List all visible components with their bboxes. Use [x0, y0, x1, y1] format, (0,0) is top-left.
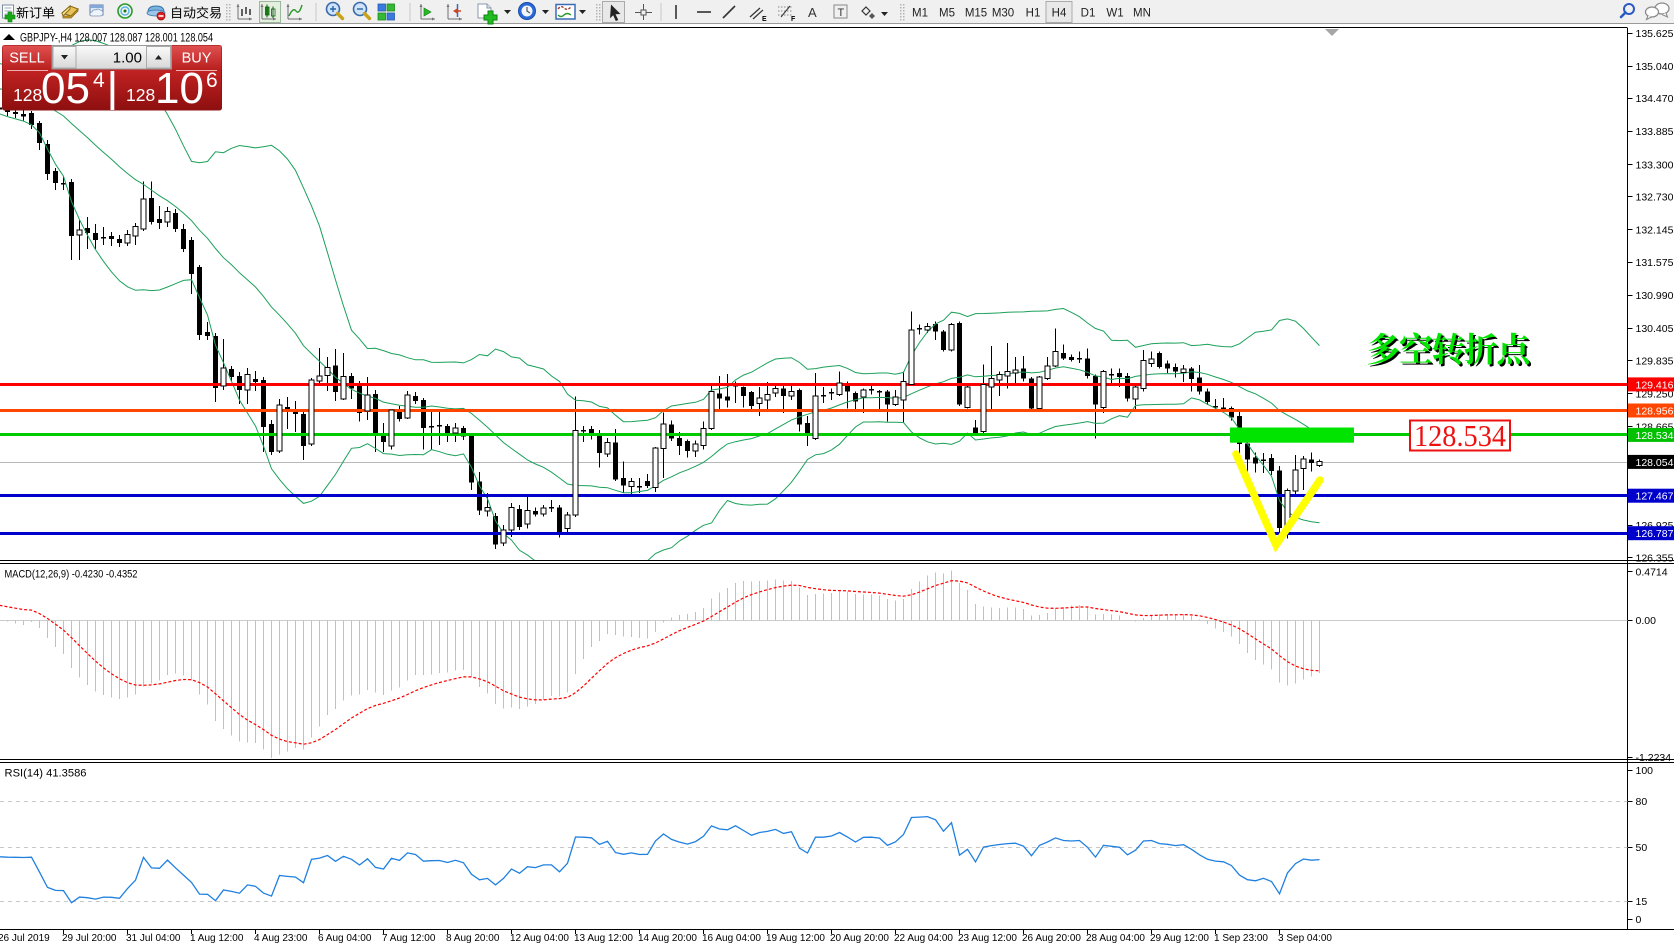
svg-text:1 Aug 12:00: 1 Aug 12:00 — [190, 933, 244, 944]
svg-text:8 Aug 20:00: 8 Aug 20:00 — [446, 933, 500, 944]
svg-text:133.300: 133.300 — [1636, 159, 1674, 171]
svg-text:M5: M5 — [939, 8, 955, 20]
svg-text:129.835: 129.835 — [1636, 355, 1674, 367]
svg-text:D1: D1 — [1081, 8, 1096, 20]
svg-text:GBPJPY-,H4 128.007 128.087 12: GBPJPY-,H4 128.007 128.087 128.001 128.0… — [20, 33, 213, 45]
svg-text:0.00: 0.00 — [1636, 615, 1657, 627]
svg-text:26 Aug 20:00: 26 Aug 20:00 — [1022, 933, 1081, 944]
svg-text:130.990: 130.990 — [1636, 290, 1674, 302]
svg-text:22 Aug 04:00: 22 Aug 04:00 — [894, 933, 953, 944]
svg-text:MN: MN — [1133, 8, 1151, 20]
svg-text:M15: M15 — [965, 8, 987, 20]
svg-text:134.470: 134.470 — [1636, 93, 1674, 105]
svg-text:3 Sep 04:00: 3 Sep 04:00 — [1278, 933, 1332, 944]
svg-text:0: 0 — [1636, 914, 1642, 926]
svg-text:50: 50 — [1636, 842, 1648, 854]
svg-text:14 Aug 20:00: 14 Aug 20:00 — [638, 933, 697, 944]
svg-text:05: 05 — [41, 64, 90, 113]
svg-text:80: 80 — [1636, 796, 1648, 808]
svg-text:29 Aug 12:00: 29 Aug 12:00 — [1150, 933, 1209, 944]
svg-text:100: 100 — [1636, 765, 1654, 777]
svg-text:130.405: 130.405 — [1636, 323, 1674, 335]
svg-text:135.040: 135.040 — [1636, 61, 1674, 73]
svg-text:0.4714: 0.4714 — [1636, 566, 1668, 578]
svg-text:SELL: SELL — [9, 51, 44, 67]
svg-text:135.625: 135.625 — [1636, 28, 1674, 40]
svg-text:W1: W1 — [1106, 8, 1123, 20]
svg-text:H4: H4 — [1052, 8, 1067, 20]
svg-text:128: 128 — [13, 85, 42, 105]
svg-text:132.730: 132.730 — [1636, 192, 1674, 204]
svg-text:28 Aug 04:00: 28 Aug 04:00 — [1086, 933, 1145, 944]
svg-text:128.534: 128.534 — [1636, 430, 1674, 442]
svg-text:6: 6 — [206, 69, 218, 92]
svg-text:16 Aug 04:00: 16 Aug 04:00 — [702, 933, 761, 944]
svg-text:F: F — [791, 16, 796, 23]
svg-text:6 Aug 04:00: 6 Aug 04:00 — [318, 933, 372, 944]
svg-text:M1: M1 — [912, 8, 928, 20]
svg-text:E: E — [762, 16, 767, 23]
svg-text:MACD(12,26,9) -0.4230 -0.4352: MACD(12,26,9) -0.4230 -0.4352 — [5, 569, 138, 581]
svg-text:H1: H1 — [1026, 8, 1041, 20]
svg-text:127.467: 127.467 — [1636, 491, 1674, 503]
svg-text:26 Jul 2019: 26 Jul 2019 — [0, 933, 50, 944]
svg-text:RSI(14) 41.3586: RSI(14) 41.3586 — [5, 768, 87, 780]
svg-text:133.885: 133.885 — [1636, 126, 1674, 138]
svg-text:15: 15 — [1636, 896, 1648, 908]
svg-text:128: 128 — [126, 85, 155, 105]
svg-text:A: A — [808, 5, 817, 20]
svg-text:31 Jul 04:00: 31 Jul 04:00 — [126, 933, 181, 944]
svg-text:126.355: 126.355 — [1636, 552, 1674, 564]
svg-text:132.145: 132.145 — [1636, 225, 1674, 237]
svg-text:29 Jul 20:00: 29 Jul 20:00 — [62, 933, 117, 944]
svg-text:-1.2234: -1.2234 — [1636, 752, 1672, 764]
svg-text:M30: M30 — [992, 8, 1014, 20]
svg-text:126.787: 126.787 — [1636, 528, 1674, 540]
svg-text:129.416: 129.416 — [1636, 379, 1674, 391]
svg-text:BUY: BUY — [182, 51, 212, 67]
svg-text:7 Aug 12:00: 7 Aug 12:00 — [382, 933, 436, 944]
svg-text:13 Aug 12:00: 13 Aug 12:00 — [574, 933, 633, 944]
svg-text:20 Aug 20:00: 20 Aug 20:00 — [830, 933, 889, 944]
svg-text:4 Aug 23:00: 4 Aug 23:00 — [254, 933, 308, 944]
svg-text:19 Aug 12:00: 19 Aug 12:00 — [766, 933, 825, 944]
svg-text:131.575: 131.575 — [1636, 257, 1674, 269]
svg-text:129.250: 129.250 — [1636, 389, 1674, 401]
svg-text:23 Aug 12:00: 23 Aug 12:00 — [958, 933, 1017, 944]
svg-text:T: T — [838, 7, 845, 19]
svg-text:1.00: 1.00 — [113, 50, 142, 67]
svg-text:1 Sep 23:00: 1 Sep 23:00 — [1214, 933, 1268, 944]
svg-text:4: 4 — [93, 69, 105, 92]
svg-text:10: 10 — [155, 64, 204, 113]
svg-text:128.956: 128.956 — [1636, 406, 1674, 418]
svg-text:12 Aug 04:00: 12 Aug 04:00 — [510, 933, 569, 944]
svg-text:128.534: 128.534 — [1414, 418, 1506, 453]
svg-text:128.054: 128.054 — [1636, 457, 1674, 469]
